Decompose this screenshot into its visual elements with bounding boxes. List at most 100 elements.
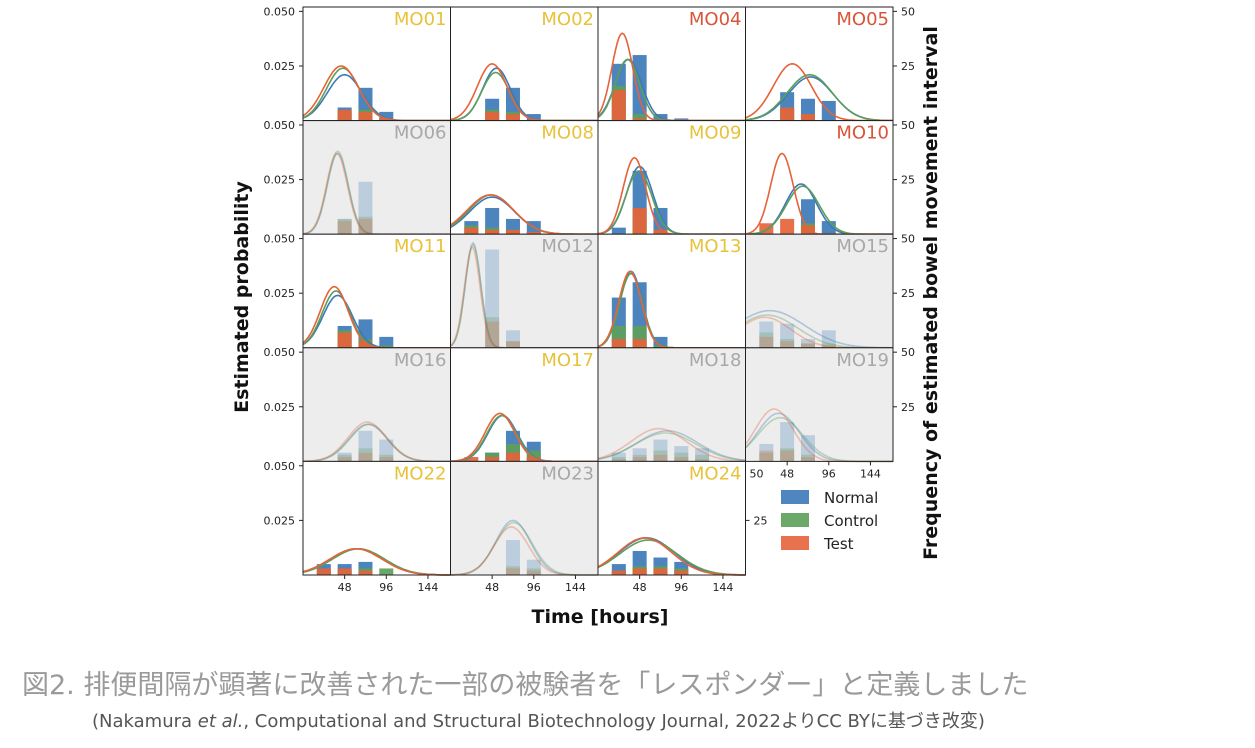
bar-test <box>611 90 626 121</box>
bar-normal <box>526 114 541 121</box>
panel-mo17: MO17 <box>450 347 599 463</box>
xtick-label: 48 <box>780 467 794 480</box>
bar-test <box>316 568 331 575</box>
ytick-label: 0.025 <box>264 174 296 187</box>
xtick-label: 48 <box>485 581 499 594</box>
ytick-label: 0.025 <box>264 60 296 73</box>
bar-test <box>526 570 541 575</box>
bar-test <box>800 225 815 235</box>
bar-normal <box>358 181 373 235</box>
bar-test <box>780 341 795 348</box>
bar-normal <box>379 336 394 348</box>
chart-figure: MO01 0.050 0.025 MO02 MO04 MO05 50 25 MO06 0.050 0… <box>231 5 942 628</box>
panel-label: MO22 <box>394 463 447 484</box>
curve-control <box>745 73 893 122</box>
curve-test <box>302 548 451 576</box>
bar-normal <box>632 448 647 462</box>
y2-axis-title: Frequency of estimated bowel movement in… <box>920 26 942 560</box>
source-rest: , Computational and Structural Biotechno… <box>243 711 985 732</box>
bar-test <box>505 452 520 462</box>
bar-normal <box>653 336 668 348</box>
panel-bg <box>450 461 598 575</box>
source-et-al: et al. <box>197 711 244 732</box>
bar-test <box>505 114 520 121</box>
bar-normal <box>611 227 626 235</box>
bar-control <box>759 452 774 462</box>
bar-normal <box>485 249 500 348</box>
ytick-label: 0.050 <box>264 119 296 132</box>
panel-label: MO23 <box>541 463 594 484</box>
xtick-label: 48 <box>338 581 352 594</box>
bar-normal <box>674 118 689 121</box>
bar-test <box>632 457 647 462</box>
curve-normal <box>745 309 893 349</box>
panel-bg <box>303 234 451 348</box>
ytick-label: 0.050 <box>264 460 296 473</box>
bar-test <box>485 457 500 462</box>
bar-test <box>653 568 668 575</box>
panel-bg <box>745 7 893 121</box>
panel-frame <box>597 460 746 576</box>
ytick-label: 0.025 <box>264 287 296 300</box>
bar-normal <box>759 443 774 462</box>
panel-label: MO24 <box>689 463 742 484</box>
panel-label: MO05 <box>836 9 889 30</box>
panel-bg <box>598 120 746 235</box>
bar-test <box>358 452 373 462</box>
panel-bg <box>598 461 746 575</box>
bar-control <box>526 568 541 575</box>
ytick-label: 0.050 <box>264 5 296 18</box>
ytick-label: 0.050 <box>264 233 296 246</box>
bar-control <box>379 345 394 348</box>
panel-label: MO06 <box>394 123 447 144</box>
bar-normal <box>505 330 520 348</box>
y2tick-label: 25 <box>754 514 768 527</box>
panel-bg <box>303 120 451 235</box>
panel-label: MO04 <box>689 9 742 30</box>
panel-mo24: MO24 25 48 96 144 <box>597 460 768 594</box>
panel-mo08: MO08 <box>450 120 599 235</box>
bar-test <box>632 207 647 235</box>
curve-test <box>597 537 746 576</box>
bar-test <box>485 229 500 235</box>
panel-label: MO17 <box>541 350 594 371</box>
bar-control <box>653 450 668 462</box>
xtick-label: 96 <box>527 581 541 594</box>
y2tick-label: 50 <box>901 346 915 359</box>
panel-label: MO08 <box>541 123 594 144</box>
bar-test <box>337 332 352 348</box>
panel-bg <box>303 7 451 121</box>
bar-test <box>632 118 647 121</box>
bar-normal <box>695 448 710 462</box>
bar-normal <box>337 218 352 235</box>
bar-control <box>358 216 373 235</box>
xtick-label: 96 <box>674 581 688 594</box>
panel-mo10: MO10 50 25 <box>745 119 915 235</box>
bar-normal <box>653 439 668 462</box>
panel-bg <box>450 120 598 235</box>
bar-test <box>759 336 774 348</box>
bar-normal <box>337 452 352 462</box>
legend-swatch-normal <box>781 490 809 504</box>
panel-label: MO13 <box>689 236 742 257</box>
bar-test <box>611 459 626 462</box>
bar-control <box>821 343 836 348</box>
bar-normal <box>800 435 815 462</box>
bar-control <box>379 568 394 575</box>
bar-normal <box>759 321 774 348</box>
bar-test <box>674 570 689 575</box>
bar-test <box>780 218 795 235</box>
bar-test <box>464 457 479 462</box>
bar-control <box>632 114 647 121</box>
bar-test <box>505 229 520 235</box>
panel-label: MO02 <box>541 9 594 30</box>
bar-normal <box>821 330 836 348</box>
bar-test <box>632 339 647 348</box>
bar-test <box>337 221 352 235</box>
bar-test <box>505 341 520 348</box>
bar-test <box>337 568 352 575</box>
bar-control <box>505 566 520 575</box>
bar-control <box>653 345 668 348</box>
bar-normal <box>526 559 541 575</box>
xtick-label: 144 <box>417 581 438 594</box>
